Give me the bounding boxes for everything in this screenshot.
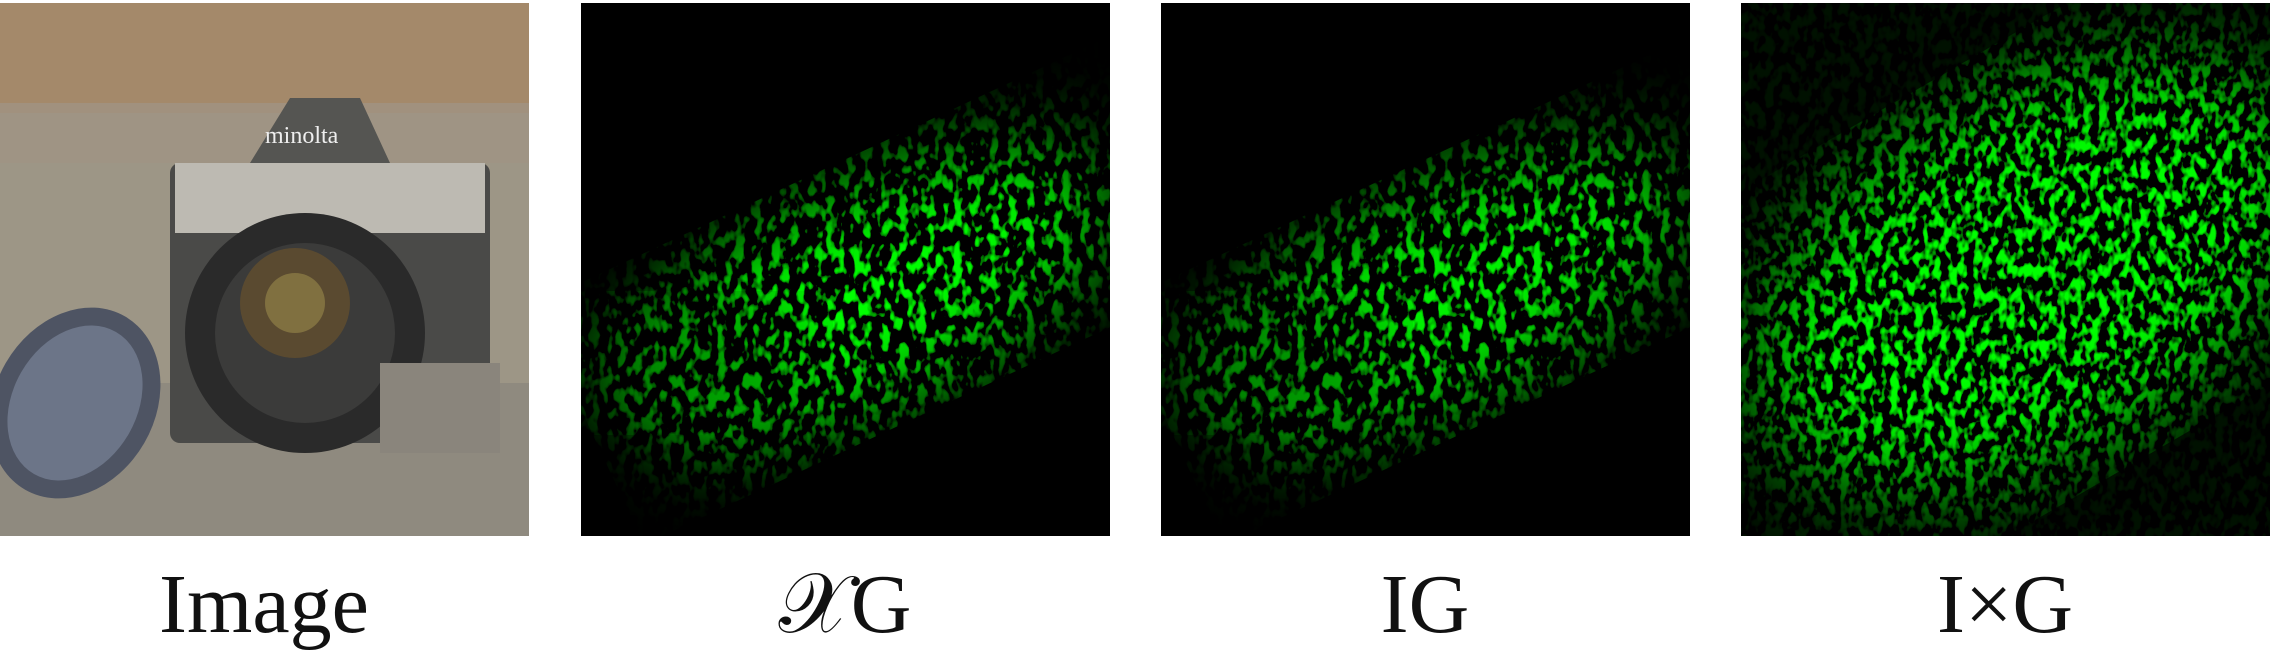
saliency-map [1161,3,1690,536]
panel-label: 𝒳G [779,558,912,651]
saliency-map [1741,3,2270,536]
panel-label: Image [159,558,369,651]
photo: minolta [0,3,529,536]
panel-label: IG [1381,558,1470,651]
saliency-map [581,3,1110,536]
brand-mark: minolta [265,123,339,149]
panel-label: I×G [1937,558,2073,651]
